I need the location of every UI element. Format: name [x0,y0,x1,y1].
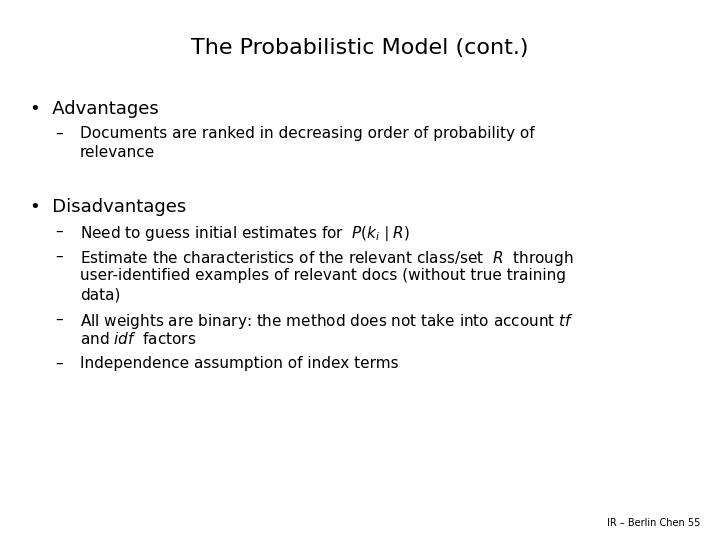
Text: The Probabilistic Model (cont.): The Probabilistic Model (cont.) [192,38,528,58]
Text: user-identified examples of relevant docs (without true training: user-identified examples of relevant doc… [80,268,566,283]
Text: –: – [55,126,63,141]
Text: –: – [55,312,63,327]
Text: Need to guess initial estimates for  $P(k_i \mid R)$: Need to guess initial estimates for $P(k… [80,224,410,243]
Text: and $\mathit{idf}$  factors: and $\mathit{idf}$ factors [80,331,197,347]
Text: –: – [55,224,63,239]
Text: –: – [55,249,63,264]
Text: –: – [55,356,63,371]
Text: Estimate the characteristics of the relevant class/set  $R$  through: Estimate the characteristics of the rele… [80,249,574,268]
Text: IR – Berlin Chen 55: IR – Berlin Chen 55 [607,518,700,528]
Text: •  Advantages: • Advantages [30,100,158,118]
Text: data): data) [80,287,120,302]
Text: relevance: relevance [80,145,156,160]
Text: All weights are binary: the method does not take into account $\mathit{tf}$: All weights are binary: the method does … [80,312,574,331]
Text: Independence assumption of index terms: Independence assumption of index terms [80,356,399,371]
Text: Documents are ranked in decreasing order of probability of: Documents are ranked in decreasing order… [80,126,535,141]
Text: •  Disadvantages: • Disadvantages [30,198,186,216]
